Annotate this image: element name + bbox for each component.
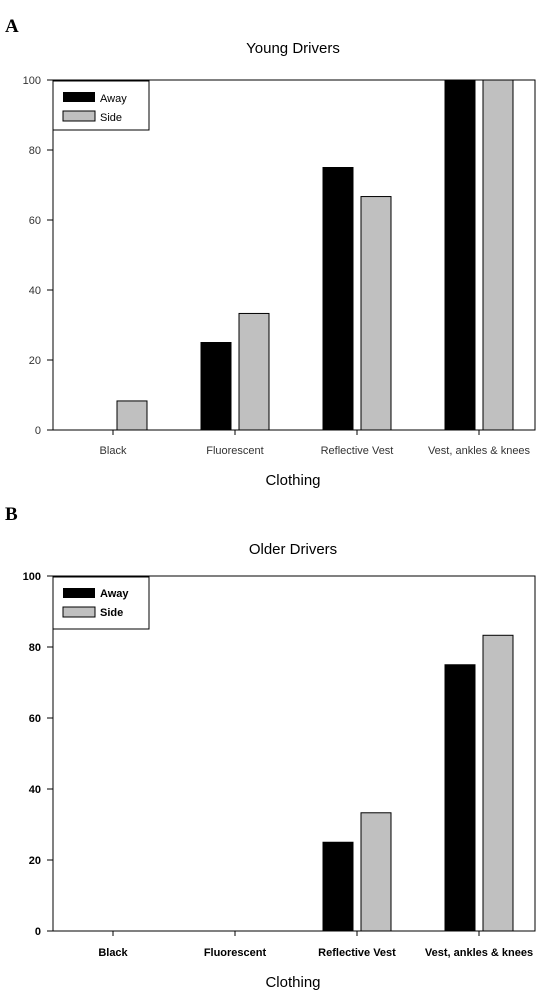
legend-label-away: Away: [100, 93, 127, 105]
y-tick-label: 20: [29, 855, 41, 867]
y-tick-label: 80: [29, 642, 41, 654]
legend-label-away: Away: [100, 588, 129, 600]
y-tick-label: 0: [35, 425, 41, 437]
y-tick-label: 40: [29, 285, 41, 297]
bar-away: [322, 841, 354, 932]
bar-side: [116, 400, 148, 431]
bar-side: [360, 196, 392, 431]
y-tick-label: 40: [29, 784, 41, 796]
y-tick-label: 0: [35, 926, 41, 938]
legend-label-side: Side: [100, 607, 123, 619]
x-tick-label: Fluorescent: [206, 445, 263, 457]
bar-away: [322, 167, 354, 431]
bar-away: [444, 664, 476, 932]
y-tick-label: 20: [29, 355, 41, 367]
bar-away: [444, 79, 476, 431]
legend-swatch-side: [62, 110, 96, 122]
x-tick-label: Vest, ankles & knees: [425, 947, 533, 959]
y-tick-label: 80: [29, 145, 41, 157]
legend-swatch-away: [63, 588, 95, 598]
x-tick-label: Reflective Vest: [321, 445, 394, 457]
legend-swatch-side: [62, 606, 96, 618]
x-axis-label: Clothing: [265, 472, 320, 489]
x-tick-label: Reflective Vest: [318, 947, 396, 959]
x-tick-label: Fluorescent: [204, 947, 267, 959]
y-tick-label: 100: [23, 75, 41, 87]
plot-frame: [52, 79, 536, 431]
plot-frame: [52, 575, 536, 932]
y-tick-label: 60: [29, 713, 41, 725]
bar-side: [482, 634, 514, 932]
plot-area: 0 20 40 60 80 100 Black Fluorescent Reflective V…: [23, 75, 536, 457]
bar-away: [200, 342, 232, 431]
y-tick-label: 60: [29, 215, 41, 227]
legend-swatch-away: [63, 92, 95, 102]
legend-box: [52, 80, 150, 131]
chart-title: Young Drivers: [246, 40, 340, 57]
bar-side: [482, 79, 514, 431]
chart-panel-b: B Older Drivers 0 20 40 60 80 100 Black Fluores…: [5, 504, 536, 991]
x-tick-label: Black: [98, 947, 128, 959]
chart-panel-a: A Young Drivers 0 20 40 60 80 100 Black Fluores…: [5, 16, 536, 489]
legend-box: [52, 576, 150, 630]
x-tick-label: Black: [100, 445, 127, 457]
x-tick-label: Vest, ankles & knees: [428, 445, 531, 457]
bar-side: [238, 312, 270, 431]
bar-side: [360, 812, 392, 932]
y-tick-label: 100: [23, 571, 41, 583]
legend-label-side: Side: [100, 112, 122, 124]
plot-area: 0 20 40 60 80 100 Black Fluorescent Reflective V…: [23, 571, 536, 959]
panel-letter: A: [5, 16, 19, 37]
panel-letter: B: [5, 504, 18, 525]
x-axis-label: Clothing: [265, 974, 320, 991]
chart-title: Older Drivers: [249, 541, 337, 558]
